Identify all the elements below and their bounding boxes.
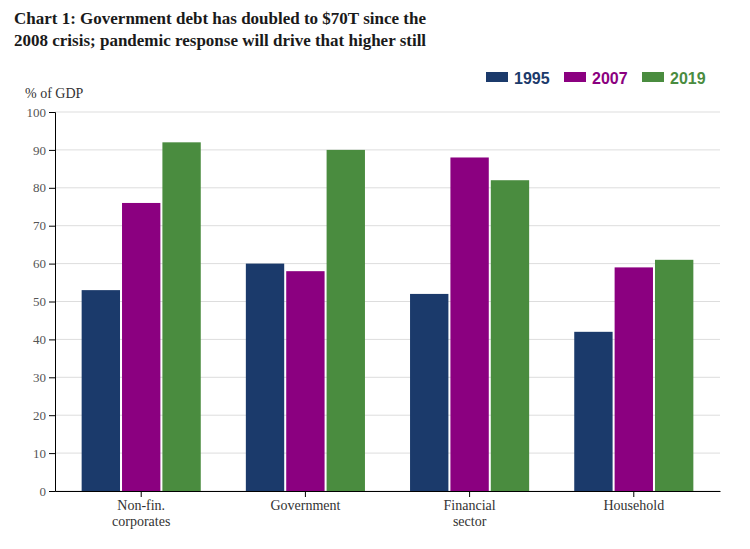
bar	[122, 203, 160, 491]
tick-label: 30	[33, 370, 46, 385]
series	[122, 157, 653, 491]
plot: 0 10 20 30 40 50 60 70 80 90 100 Non-fin.corporates…	[27, 105, 721, 529]
tick: 90	[33, 143, 55, 158]
legend-item: 2019	[642, 70, 706, 87]
tick: 80	[33, 180, 55, 195]
tick: 100	[27, 105, 56, 120]
grid-line	[55, 112, 720, 113]
tick-mark	[49, 188, 55, 189]
bar	[327, 150, 365, 491]
legend-item: 2007	[564, 70, 628, 87]
series	[162, 142, 693, 491]
tick-mark	[469, 491, 470, 497]
tick: 10	[33, 446, 55, 461]
tick: 60	[33, 256, 55, 271]
tick-mark	[49, 112, 55, 113]
tick-mark	[49, 339, 55, 340]
grid	[55, 112, 720, 491]
tick-mark	[305, 491, 306, 497]
grid-line	[55, 187, 720, 188]
tick: Government	[270, 491, 340, 513]
tick-mark	[49, 415, 55, 416]
title: Chart 1: Government debt has doubled to …	[14, 9, 426, 50]
tick: 50	[33, 294, 55, 309]
y-axis: 0 10 20 30 40 50 60 70 80 90 100	[27, 105, 56, 499]
bar	[286, 271, 324, 491]
tick-label: 60	[33, 256, 46, 271]
legend: 1995 2007 2019	[486, 70, 706, 87]
bar	[82, 290, 120, 491]
bar	[410, 294, 448, 491]
tick-mark	[49, 150, 55, 151]
legend-label: 2019	[670, 70, 706, 87]
grid-line	[55, 149, 720, 150]
legend-label: 1995	[514, 70, 550, 87]
tick-label: 90	[33, 143, 46, 158]
tick: 0	[40, 484, 56, 499]
tick: Financialsector	[444, 491, 496, 529]
bar	[246, 264, 284, 491]
bar	[615, 267, 653, 491]
tick: 30	[33, 370, 55, 385]
tick-label: 10	[33, 446, 46, 461]
tick-mark	[141, 491, 142, 497]
tick-label: 40	[33, 332, 46, 347]
tick-label: 80	[33, 180, 46, 195]
tick-label: 70	[33, 218, 46, 233]
tick: 40	[33, 332, 55, 347]
tick-mark	[633, 491, 634, 497]
tick-mark	[49, 491, 55, 492]
tick-label: Household	[603, 498, 664, 513]
tick-label: 100	[27, 105, 47, 120]
bar	[574, 332, 612, 491]
tick-label: 20	[33, 408, 46, 423]
tick-mark	[49, 453, 55, 454]
bar	[491, 180, 529, 491]
tick-label: 0	[40, 484, 47, 499]
tick-label: Non-fin.corporates	[112, 498, 170, 529]
x-axis: Non-fin.corporates Government Financialsec…	[56, 491, 721, 529]
tick: 70	[33, 218, 55, 233]
tick-mark	[49, 377, 55, 378]
tick-mark	[49, 302, 55, 303]
tick-mark	[49, 264, 55, 265]
bar	[450, 157, 488, 491]
tick-label: 50	[33, 294, 46, 309]
tick-label: Government	[270, 498, 340, 513]
bar	[655, 260, 693, 491]
tick: Household	[603, 491, 664, 513]
chart: Chart 1: Government debt has doubled to …	[0, 0, 750, 549]
tick-label: Financialsector	[444, 498, 496, 529]
legend-swatch	[642, 72, 664, 82]
tick: 20	[33, 408, 55, 423]
legend-label: 2007	[592, 70, 628, 87]
legend-item: 1995	[486, 70, 550, 87]
tick-mark	[49, 226, 55, 227]
tick: Non-fin.corporates	[112, 491, 170, 529]
axis-line	[49, 113, 56, 492]
axis-line	[56, 491, 721, 492]
legend-swatch	[486, 72, 508, 82]
y-label: % of GDP	[25, 86, 84, 101]
bar	[162, 142, 200, 491]
legend-swatch	[564, 72, 586, 82]
bars	[82, 142, 694, 491]
